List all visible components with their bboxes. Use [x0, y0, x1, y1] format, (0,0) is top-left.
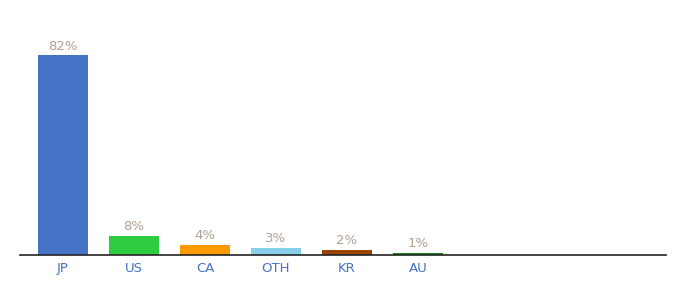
Text: 4%: 4% — [194, 229, 216, 242]
Bar — [180, 245, 230, 255]
Text: 2%: 2% — [337, 234, 358, 247]
Bar — [38, 56, 88, 255]
Text: 8%: 8% — [124, 220, 144, 232]
Bar — [251, 248, 301, 255]
Bar — [393, 253, 443, 255]
Text: 3%: 3% — [265, 232, 286, 245]
Bar — [109, 236, 159, 255]
Text: 82%: 82% — [48, 40, 78, 52]
Bar — [322, 250, 372, 255]
Text: 1%: 1% — [407, 237, 428, 250]
